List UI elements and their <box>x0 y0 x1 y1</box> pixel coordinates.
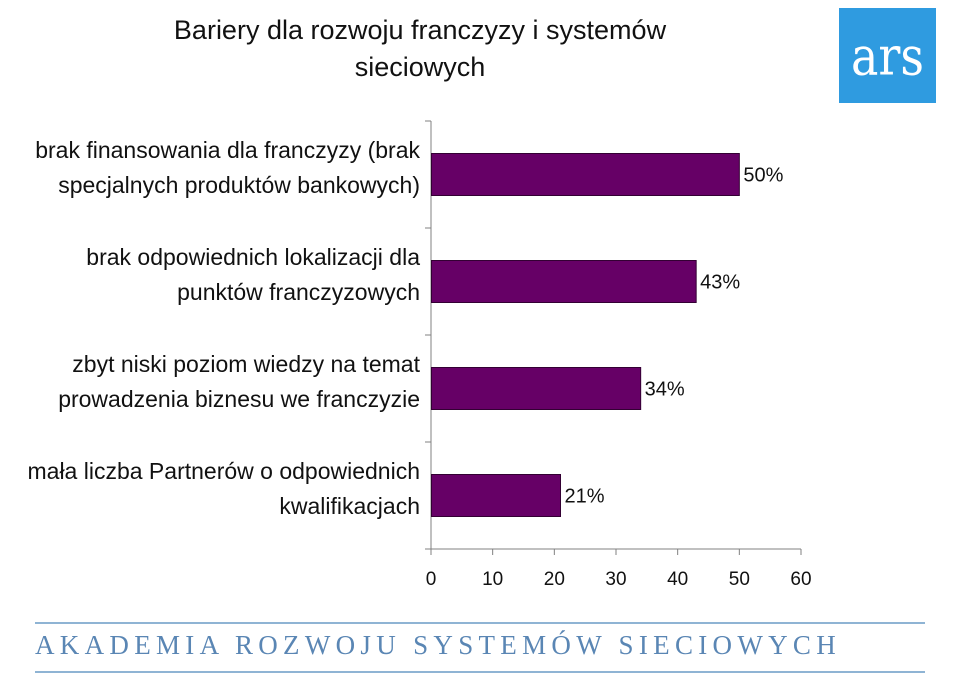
category-label: brak finansowania dla franczyzy (brak spe… <box>0 133 420 203</box>
bar <box>431 153 740 196</box>
category-label-line: brak odpowiednich lokalizacji dla <box>86 243 420 270</box>
x-tick-label: 60 <box>790 569 811 590</box>
x-tick-label: 50 <box>729 569 750 590</box>
category-label: zbyt niski poziom wiedzy na temat prowadz… <box>0 347 420 417</box>
x-tick-label: 0 <box>426 569 437 590</box>
footer-academy-name: AKADEMIA ROZWOJU SYSTEMÓW SIECIOWYCH <box>35 630 842 660</box>
chart-title-line-2: sieciowych <box>354 52 486 82</box>
category-label-line: kwalifikacjach <box>279 492 420 519</box>
bar-chart: 0 10 20 30 40 50 60 50% 43% 34% 21% <box>425 120 812 590</box>
category-label-line: mała liczba Partnerów o odpowiednich <box>27 457 421 484</box>
category-label-line: brak finansowania dla franczyzy (brak <box>35 136 420 163</box>
ars-logo-text: ars <box>850 24 925 87</box>
bar <box>431 260 697 303</box>
x-tick-label: 30 <box>605 569 626 590</box>
chart-title: Bariery dla rozwoju franczyzy i systemów… <box>100 12 740 86</box>
bar-value-label: 50% <box>743 165 783 187</box>
chart-title-line-1: Bariery dla rozwoju franczyzy i systemów <box>173 15 667 45</box>
bar <box>431 474 561 517</box>
bar-value-label: 21% <box>565 486 605 508</box>
category-label-line: punktów franczyzowych <box>177 278 420 305</box>
x-tick-label: 20 <box>544 569 565 590</box>
category-label-line: prowadzenia biznesu we franczyzie <box>58 385 420 412</box>
ars-logo: ars <box>839 8 936 103</box>
x-tick-label: 40 <box>667 569 688 590</box>
category-label-line: specjalnych produktów bankowych) <box>58 171 420 198</box>
category-label: brak odpowiednich lokalizacji dla punktów… <box>0 240 420 310</box>
footer-top-rule <box>35 622 925 624</box>
bar-value-label: 34% <box>645 379 685 401</box>
bar <box>431 367 642 410</box>
bar-value-label: 43% <box>700 272 740 294</box>
category-label-line: zbyt niski poziom wiedzy na temat <box>72 350 420 377</box>
x-tick-label: 10 <box>482 569 503 590</box>
category-label: mała liczba Partnerów o odpowiednich kwal… <box>0 454 421 524</box>
footer-bottom-rule <box>35 671 925 673</box>
